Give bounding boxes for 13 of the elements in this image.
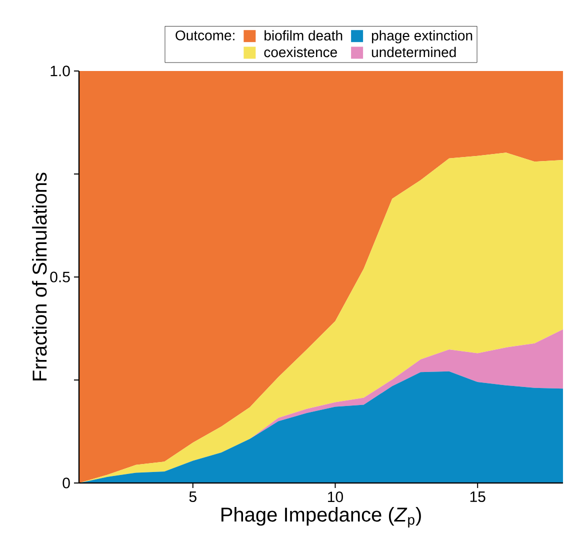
x-tick-label: 5 xyxy=(189,492,196,502)
x-axis-title: Phage Impedance (Z$_{p}$) xyxy=(222,507,421,528)
y-axis-title: Frraction of Simulations xyxy=(32,172,47,380)
y-tick-label: 0.5 xyxy=(50,272,70,282)
y-tick-label: 0 xyxy=(62,478,70,488)
x-tick-label: 10 xyxy=(328,492,343,502)
x-tick-label: 15 xyxy=(470,492,486,502)
legend-label: biofilm death xyxy=(264,30,342,41)
legend-title: Outcome: xyxy=(176,30,234,40)
legend-label: coexistence xyxy=(264,46,337,58)
legend-label: undetermined xyxy=(372,46,456,58)
y-tick-label: 1.0 xyxy=(50,66,70,76)
legend-label: phage extinction xyxy=(372,30,472,44)
